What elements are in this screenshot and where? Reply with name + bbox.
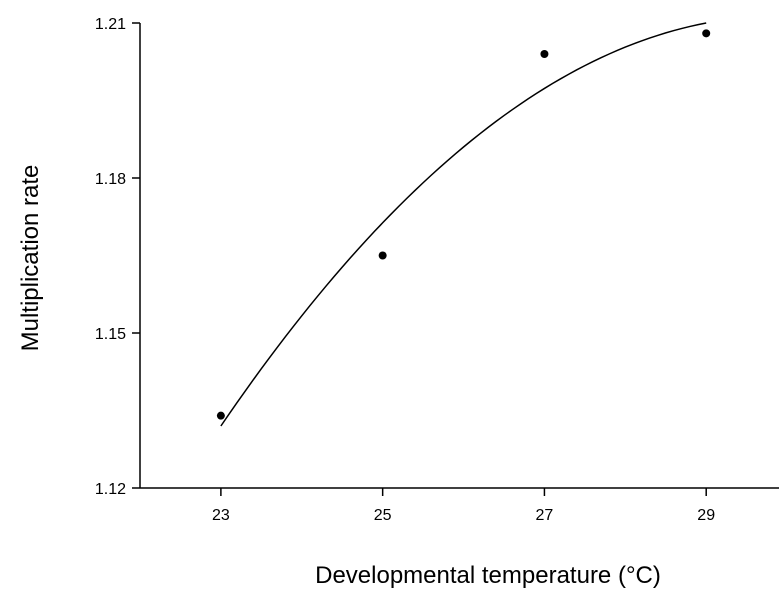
y-tick-label: 1.15 [95,326,126,343]
fit-curve [220,22,707,427]
data-point [702,29,711,38]
data-point [540,50,549,58]
x-tick-label: 29 [697,507,715,524]
x-axis-ticks: 23 25 27 29 [212,488,715,524]
y-tick-label: 1.21 [95,16,126,33]
y-tick-label: 1.12 [95,481,126,498]
x-tick-label: 25 [374,507,392,524]
axes [139,23,779,489]
x-axis-label: Developmental temperature (°C) [315,562,661,589]
y-axis-label: Multiplication rate [17,165,44,352]
data-point [216,411,225,420]
x-tick-label: 23 [212,507,230,524]
x-tick-label: 27 [536,507,554,524]
y-tick-label: 1.18 [95,171,126,188]
data-points [216,29,711,420]
data-point [378,251,387,260]
y-axis-ticks: 1.12 1.15 1.18 1.21 [95,16,140,498]
